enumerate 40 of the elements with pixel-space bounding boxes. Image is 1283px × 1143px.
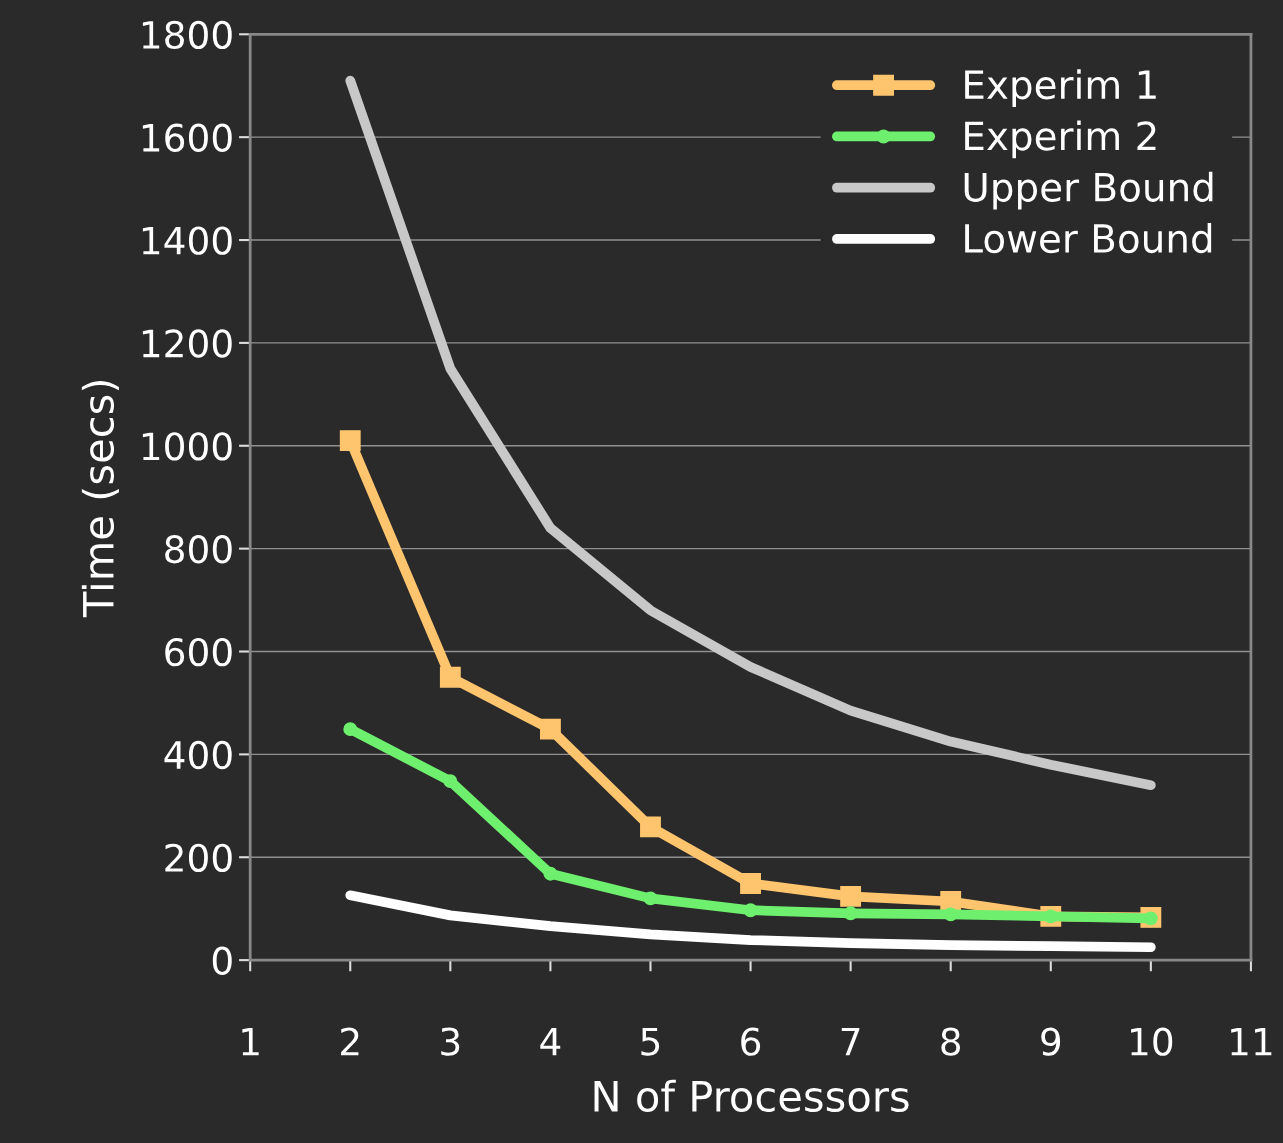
point — [843, 906, 858, 921]
point — [643, 891, 658, 906]
point — [439, 666, 461, 688]
x-tick-label: 8 — [941, 1027, 961, 1056]
point — [339, 430, 361, 452]
point — [539, 718, 561, 740]
y-tick-label: 400 — [164, 740, 232, 770]
y-tick-label: 1400 — [142, 226, 232, 255]
legend-label: Lower Bound — [965, 223, 1212, 254]
point — [943, 907, 958, 922]
y-tick-label: 200 — [165, 843, 232, 873]
x-tick-label: 10 — [1131, 1027, 1173, 1056]
point — [443, 774, 458, 789]
x-tick-label: 4 — [540, 1027, 561, 1056]
y-tick-label: 0 — [212, 946, 232, 975]
point — [740, 873, 761, 894]
x-tick-label: 1 — [242, 1027, 259, 1056]
x-axis-title: N of Processors — [594, 1079, 909, 1112]
legend-label: Experim 2 — [965, 120, 1156, 159]
point — [343, 722, 358, 737]
y-tick-label: 800 — [165, 535, 232, 564]
x-tick-label: 3 — [441, 1027, 460, 1056]
y-tick-label: 1600 — [142, 123, 232, 152]
y-tick-label: 1800 — [142, 20, 232, 50]
legend-label: Upper Bound — [964, 171, 1213, 210]
y-tick-label: 600 — [165, 637, 232, 667]
y-axis-title: Time (secs) — [81, 380, 119, 618]
point — [840, 885, 862, 907]
x-tick-label: 11 — [1231, 1027, 1272, 1056]
y-tick-label: 1200 — [142, 329, 232, 358]
point — [743, 903, 758, 918]
point — [543, 866, 558, 881]
y-tick-label: 1000 — [142, 432, 232, 461]
point — [640, 816, 661, 838]
x-tick-label: 5 — [641, 1027, 660, 1056]
x-tick-label: 6 — [741, 1027, 761, 1056]
legend-label: Experim 1 — [965, 69, 1156, 107]
x-tick-label: 7 — [841, 1027, 860, 1056]
x-tick-label: 2 — [341, 1027, 359, 1056]
x-tick-label: 9 — [1041, 1027, 1061, 1056]
